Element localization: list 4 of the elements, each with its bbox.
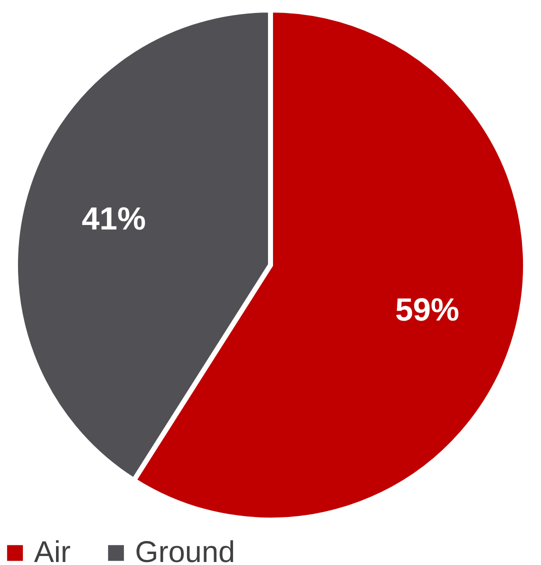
legend-label: Air: [34, 536, 71, 565]
data-label: 59%: [395, 292, 460, 328]
data-label: 41%: [82, 200, 146, 236]
legend-label: Ground: [135, 536, 236, 565]
